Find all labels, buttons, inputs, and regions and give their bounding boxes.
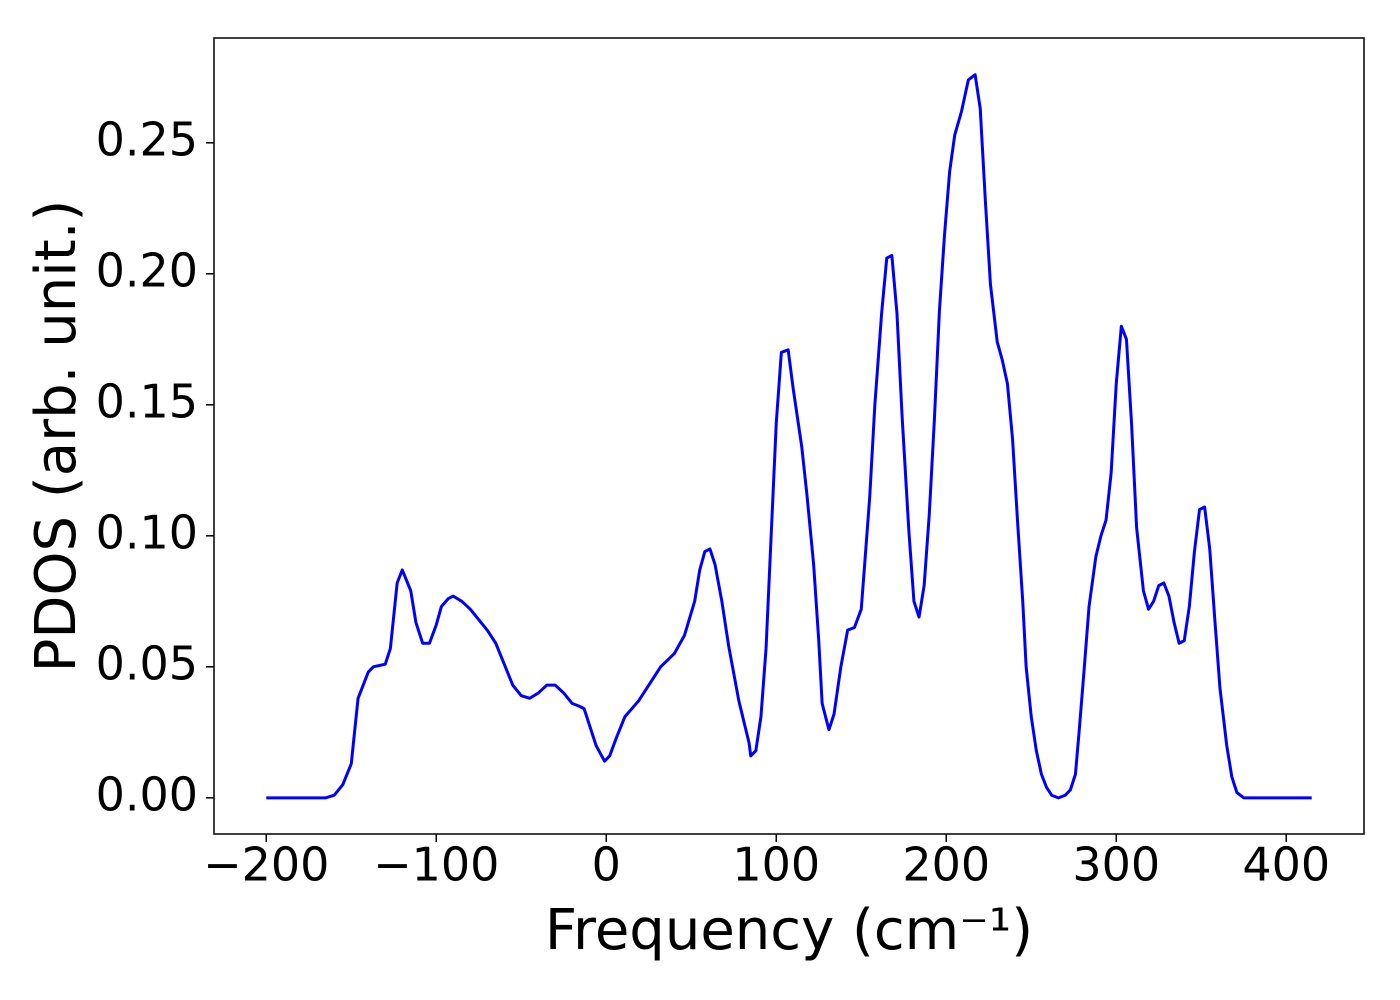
y-tick-label: 0.05 [96, 636, 198, 690]
x-tick-label: 100 [732, 838, 820, 892]
x-tick-label: 200 [902, 838, 990, 892]
pdos-line [266, 73, 1312, 800]
x-tick-label: 400 [1242, 838, 1330, 892]
y-tick-label: 0.20 [96, 243, 198, 297]
x-tick-label: 0 [592, 838, 621, 892]
y-tick-label: 0.00 [96, 767, 198, 821]
x-tick-label: 300 [1072, 838, 1160, 892]
plot-frame [213, 37, 1365, 835]
x-axis-label: Frequency (cm⁻¹) [545, 898, 1033, 963]
y-tick-label: 0.25 [96, 112, 198, 166]
x-tick-label: −100 [373, 838, 499, 892]
x-tick-label: −200 [203, 838, 329, 892]
y-tick-label: 0.10 [96, 505, 198, 559]
y-axis-label: PDOS (arb. unit.) [24, 200, 89, 673]
y-tick-label: 0.15 [96, 374, 198, 428]
